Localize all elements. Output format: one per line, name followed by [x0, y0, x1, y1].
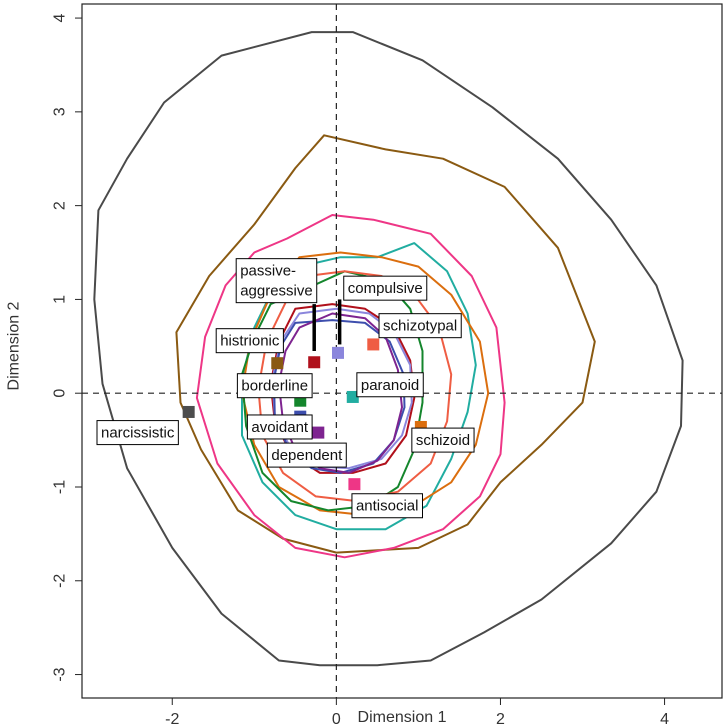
label-box — [411, 427, 475, 453]
label-box — [236, 373, 313, 399]
density-contours — [93, 31, 684, 667]
y-tick-label: -1 — [52, 480, 69, 494]
x-tick-label: 2 — [496, 711, 505, 728]
label-box — [96, 420, 179, 446]
label-antisocial: antisocial — [351, 493, 423, 519]
label-paranoid: paranoid — [356, 372, 424, 398]
point-antisocial — [348, 478, 361, 491]
point-histrionic — [271, 357, 284, 370]
x-axis-title: Dimension 1 — [358, 709, 447, 726]
point-schizotypal — [367, 338, 380, 351]
point-labels: narcissistic histrionic passive-aggressive… — [96, 258, 475, 519]
label-schizotypal: schizotypal — [378, 313, 462, 339]
contour-2 — [175, 134, 596, 554]
label-box — [266, 442, 347, 468]
axis-ticks: -2 0 2 4 -3 -2 -1 0 1 2 3 4 — [52, 14, 670, 728]
plot-frame — [81, 3, 723, 699]
y-tick-label: 1 — [52, 295, 69, 304]
label-compulsive: compulsive — [343, 275, 428, 301]
contour-1 — [93, 31, 684, 667]
label-schizoid: schizoid — [411, 427, 475, 453]
y-tick-label: 4 — [52, 14, 69, 23]
label-dependent: dependent — [266, 442, 347, 468]
point-compulsive — [332, 346, 344, 359]
label-text: antisocial — [356, 498, 419, 515]
label-box — [343, 275, 428, 301]
label-text: schizoid — [416, 432, 470, 449]
label-text: compulsive — [348, 280, 423, 297]
label-text: narcissistic — [101, 425, 175, 442]
y-tick-label: -2 — [52, 574, 69, 588]
x-tick-label: 4 — [660, 711, 669, 728]
label-avoidant: avoidant — [246, 414, 313, 440]
label-text: avoidant — [251, 419, 309, 436]
y-tick-label: -3 — [52, 667, 69, 681]
label-text: histrionic — [220, 333, 280, 350]
label-histrionic: histrionic — [215, 328, 284, 354]
point-dependent — [312, 426, 325, 439]
label-text: schizotypal — [383, 318, 457, 335]
label-text: paranoid — [361, 377, 419, 394]
label-text: dependent — [271, 447, 343, 464]
label-box — [246, 414, 313, 440]
point-paranoid — [346, 390, 359, 403]
label-box — [235, 258, 318, 304]
y-tick-label: 0 — [52, 389, 69, 398]
contour-3 — [195, 214, 506, 559]
y-tick-label: 2 — [52, 201, 69, 210]
label-text: passive- — [240, 263, 296, 280]
label-box — [215, 328, 284, 354]
label-box — [378, 313, 462, 339]
y-axis-title: Dimension 2 — [6, 301, 23, 390]
point-passive-aggressive — [308, 356, 321, 369]
label-passive-aggressive: passive-aggressive — [235, 258, 318, 304]
label-text: borderline — [241, 378, 308, 395]
label-box — [351, 493, 423, 519]
label-text: aggressive — [240, 283, 313, 300]
y-tick-label: 3 — [52, 107, 69, 116]
label-box — [356, 372, 424, 398]
label-narcissistic: narcissistic — [96, 420, 179, 446]
x-tick-label: 0 — [332, 711, 341, 728]
label-borderline: borderline — [236, 373, 313, 399]
point-narcissistic — [182, 405, 195, 418]
x-tick-label: -2 — [165, 711, 179, 728]
